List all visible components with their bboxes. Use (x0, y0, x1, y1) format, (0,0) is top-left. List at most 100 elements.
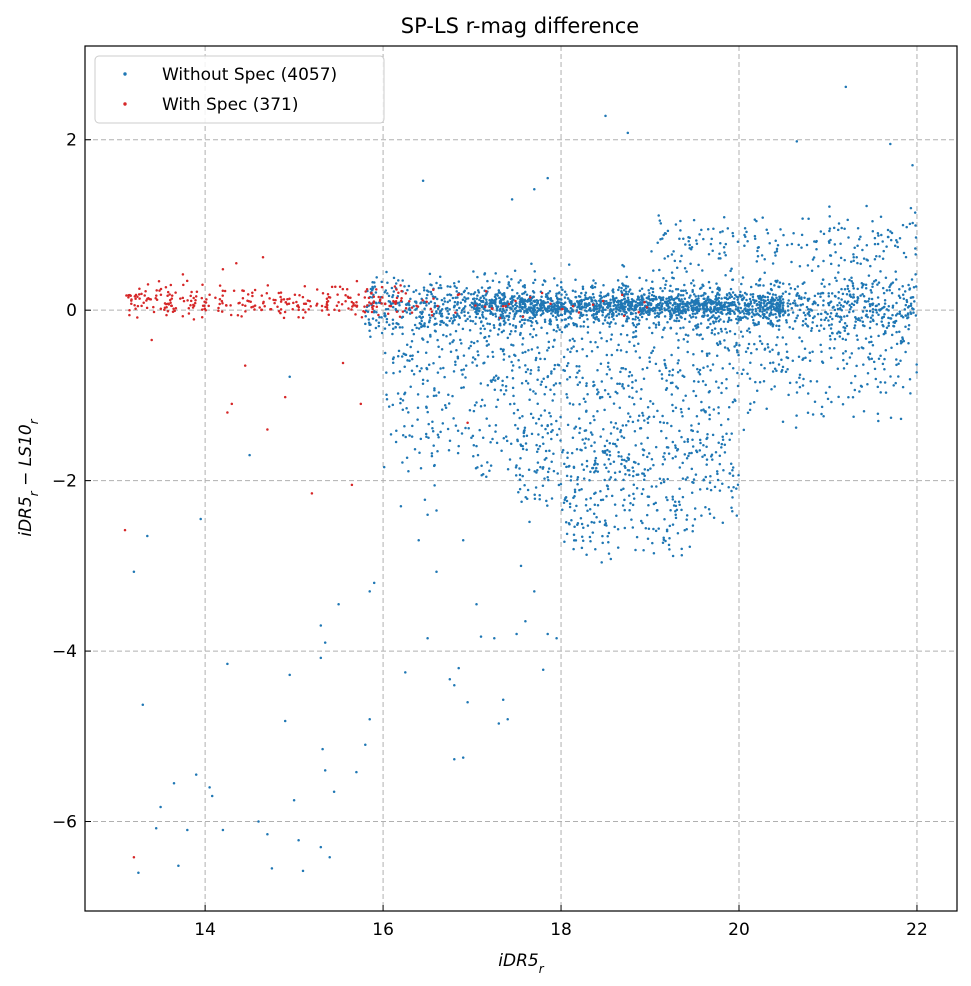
point-without-spec (494, 424, 498, 427)
point-without-spec (784, 290, 787, 294)
point-without-spec (377, 321, 381, 325)
point-without-spec (724, 327, 727, 331)
point-without-spec (555, 307, 559, 311)
point-without-spec (461, 327, 465, 331)
point-without-spec (524, 290, 527, 294)
point-without-spec (385, 371, 388, 374)
point-without-spec (735, 317, 738, 321)
point-without-spec (715, 470, 719, 473)
point-without-spec (884, 276, 888, 280)
point-without-spec (693, 299, 697, 302)
point-without-spec (685, 291, 689, 295)
point-without-spec (729, 318, 733, 322)
point-without-spec (730, 267, 733, 270)
point-without-spec (417, 539, 420, 542)
point-without-spec (419, 301, 423, 304)
point-without-spec (757, 313, 761, 317)
point-without-spec (641, 368, 644, 371)
point-without-spec (894, 270, 897, 273)
point-without-spec (484, 317, 488, 320)
point-without-spec (620, 313, 624, 316)
point-without-spec (828, 283, 831, 286)
point-without-spec (519, 331, 522, 335)
point-without-spec (664, 366, 668, 370)
point-without-spec (731, 300, 734, 304)
point-without-spec (563, 296, 567, 299)
point-without-spec (876, 385, 880, 389)
point-without-spec (653, 309, 657, 312)
point-without-spec (418, 369, 422, 373)
point-without-spec (639, 397, 643, 400)
point-without-spec (525, 448, 528, 452)
point-without-spec (769, 361, 772, 365)
point-without-spec (801, 217, 804, 220)
point-without-spec (608, 450, 611, 453)
point-without-spec (510, 278, 513, 281)
point-without-spec (543, 409, 547, 412)
point-without-spec (756, 246, 760, 250)
point-with-spec (166, 302, 170, 306)
point-without-spec (622, 284, 625, 287)
point-without-spec (843, 300, 847, 304)
point-without-spec (377, 324, 381, 328)
point-without-spec (411, 424, 414, 428)
point-without-spec (683, 266, 687, 270)
point-without-spec (562, 355, 566, 359)
point-without-spec (722, 304, 725, 307)
point-without-spec (532, 295, 535, 299)
point-without-spec (592, 512, 596, 515)
point-without-spec (645, 317, 648, 321)
point-without-spec (668, 369, 671, 373)
point-without-spec (541, 302, 544, 305)
point-without-spec (705, 354, 709, 357)
point-without-spec (435, 509, 438, 512)
point-without-spec (866, 315, 869, 319)
point-without-spec (791, 301, 795, 305)
point-without-spec (141, 703, 145, 707)
point-without-spec (763, 295, 767, 299)
point-without-spec (843, 258, 846, 262)
point-without-spec (853, 246, 856, 250)
point-without-spec (680, 254, 683, 258)
point-without-spec (715, 308, 718, 312)
point-without-spec (609, 462, 612, 466)
point-with-spec (357, 293, 360, 296)
point-without-spec (657, 315, 661, 318)
point-without-spec (835, 312, 839, 316)
point-with-spec (193, 301, 197, 305)
point-without-spec (841, 337, 845, 341)
point-without-spec (536, 469, 539, 472)
point-without-spec (671, 381, 674, 384)
point-with-spec (246, 293, 250, 296)
point-without-spec (634, 312, 638, 315)
point-without-spec (796, 304, 799, 307)
point-with-spec (360, 316, 364, 319)
point-without-spec (641, 298, 644, 302)
point-without-spec (860, 286, 864, 289)
point-without-spec (865, 258, 868, 261)
point-without-spec (555, 433, 559, 436)
point-without-spec (661, 289, 664, 293)
point-without-spec (671, 523, 675, 526)
point-without-spec (679, 294, 683, 297)
point-with-spec (279, 295, 282, 299)
point-without-spec (734, 305, 738, 308)
point-without-spec (548, 449, 551, 452)
point-with-spec (253, 288, 257, 292)
point-without-spec (429, 333, 432, 337)
point-without-spec (453, 285, 456, 288)
point-without-spec (689, 294, 692, 297)
point-without-spec (654, 295, 658, 299)
point-without-spec (701, 304, 705, 308)
point-without-spec (843, 277, 846, 281)
point-without-spec (899, 339, 903, 343)
point-without-spec (720, 391, 723, 395)
point-without-spec (504, 384, 508, 388)
point-without-spec (631, 420, 635, 424)
point-without-spec (524, 305, 527, 308)
point-without-spec (495, 309, 499, 312)
point-without-spec (693, 312, 697, 315)
point-without-spec (594, 318, 597, 321)
point-without-spec (731, 400, 735, 404)
point-without-spec (221, 828, 225, 832)
